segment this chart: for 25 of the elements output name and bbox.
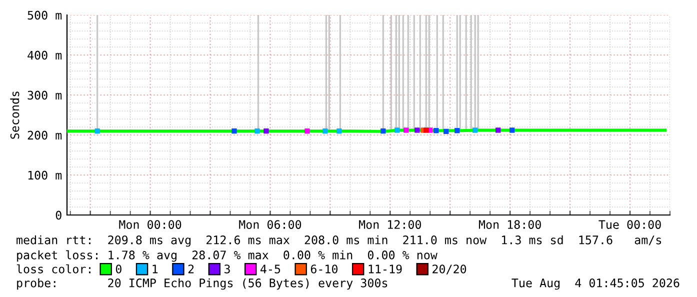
legend-label: 6-10 [310,264,338,274]
legend-label: 0 [116,264,122,274]
legend-label: 4-5 [260,264,280,274]
legend-label: 20/20 [432,264,466,274]
text: Tue Aug 4 01:45:05 2026 [512,278,680,290]
legend-label: 1 [152,264,158,274]
text: probe: 20 ICMP Echo Pings (56 Bytes) every 300s [17,278,388,290]
y-tick-label: 400 m [28,50,62,60]
legend-label: 2 [188,264,194,274]
y-tick-label: 500 m [28,10,62,20]
x-tick-label: Mon 06:00 [239,220,302,229]
legend-label: 11-19 [368,264,402,274]
y-tick-label: 0 [56,210,62,220]
legend-title: loss color: [16,264,90,274]
y-axis-title: Seconds [10,92,20,139]
x-tick-label: Mon 12:00 [359,220,422,229]
y-tick-label: 300 m [28,90,62,100]
x-tick-label: Mon 00:00 [119,220,182,229]
y-tick-label: 200 m [28,130,62,140]
legend-label: 3 [224,264,230,274]
text: median rtt: 209.8 ms avg 212.6 ms max 208.0 ms min 211.0 ms now 1.3 ms sd 157.6 am/s [16,235,662,247]
y-tick-label: 100 m [28,170,62,180]
x-tick-label: Mon 18:00 [478,220,541,229]
text: packet loss: 1.78 % avg 28.07 % max 0.00 % min 0.00 % now [17,250,438,262]
x-tick-label: Tue 00:00 [598,220,661,229]
